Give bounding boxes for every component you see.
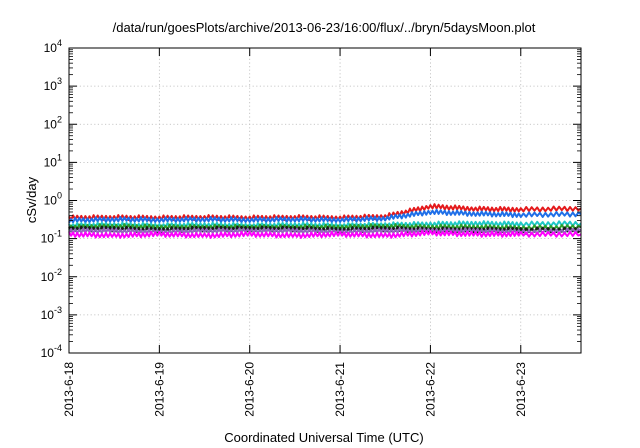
x-axis-title: Coordinated Universal Time (UTC) [224, 430, 423, 445]
x-tick-label: 2013-6-21 [333, 362, 347, 417]
x-tick-label: 2013-6-18 [62, 362, 76, 417]
y-axis-title: cSv/day [24, 176, 39, 223]
series-line [68, 208, 582, 224]
series-line [68, 229, 582, 239]
x-tick-label: 2013-6-20 [243, 362, 257, 417]
x-tick-label: 2013-6-19 [152, 362, 166, 417]
chart-title: /data/run/goesPlots/archive/2013-06-23/1… [113, 20, 536, 35]
grid-lines [69, 48, 581, 353]
series-group [68, 203, 582, 239]
x-tick-label: 2013-6-22 [423, 362, 437, 417]
x-tick-label: 2013-6-23 [514, 362, 528, 417]
